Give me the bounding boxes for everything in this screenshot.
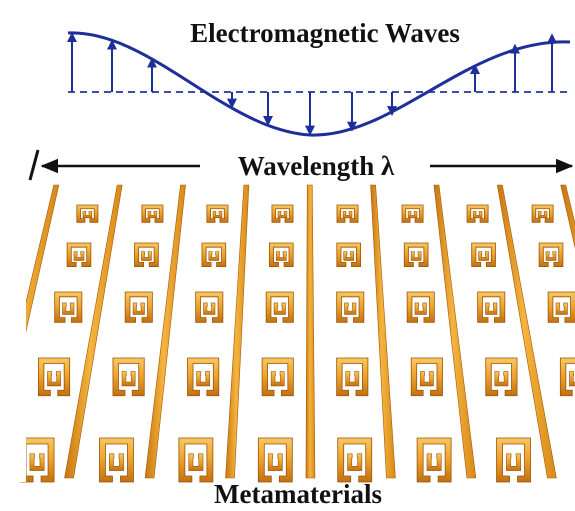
split-ring-resonator <box>416 437 452 483</box>
split-ring-resonator <box>336 242 362 267</box>
split-ring-resonator <box>559 357 575 397</box>
metamaterial-wire <box>370 184 396 479</box>
metamaterial-wire <box>496 184 557 479</box>
split-ring-resonator <box>496 437 531 483</box>
split-ring-resonator <box>477 291 506 323</box>
title: Electromagnetic Waves <box>190 18 460 48</box>
metamaterial-wire <box>433 184 477 479</box>
split-ring-resonator <box>337 437 373 483</box>
split-ring-resonator <box>531 204 554 223</box>
metamaterial-wire <box>64 184 123 479</box>
split-ring-resonator <box>485 357 518 397</box>
split-ring-resonator <box>66 242 92 267</box>
split-ring-resonator <box>336 357 369 397</box>
split-ring-resonator <box>265 291 294 323</box>
split-ring-resonator <box>547 291 575 323</box>
electromagnetic-wave <box>67 31 571 137</box>
split-ring-resonator <box>54 291 83 323</box>
wavelength-dimension: Wavelength λ <box>28 149 574 181</box>
split-ring-resonator <box>271 204 294 223</box>
split-ring-resonator <box>268 242 294 267</box>
metamaterial-wire <box>305 184 316 479</box>
metamaterial-wire <box>560 184 575 249</box>
split-ring-resonator <box>336 204 359 223</box>
split-ring-resonator <box>471 242 496 267</box>
edge-mask-left <box>0 182 26 482</box>
split-ring-resonator <box>141 204 164 223</box>
split-ring-resonator <box>112 357 145 397</box>
wave-curve <box>67 31 571 137</box>
split-ring-resonator <box>336 291 365 323</box>
metamaterial-wire <box>225 184 250 479</box>
split-ring-resonator <box>538 242 564 267</box>
split-ring-resonator <box>195 291 224 323</box>
wavelength-left-tick <box>28 149 40 181</box>
split-ring-resonator <box>134 242 159 267</box>
split-ring-resonator <box>261 357 294 397</box>
split-ring-resonator <box>410 357 443 397</box>
split-ring-resonator <box>206 204 229 223</box>
wave-field-arrows <box>67 32 557 136</box>
split-ring-resonator <box>403 242 429 267</box>
wavelength-label: Wavelength λ <box>238 151 395 181</box>
split-ring-resonator <box>76 204 99 223</box>
metamaterial-wire <box>144 184 186 479</box>
split-ring-resonator <box>466 204 489 223</box>
split-ring-resonator <box>401 204 424 223</box>
split-ring-resonator <box>124 291 153 323</box>
split-ring-resonator <box>201 242 227 267</box>
split-ring-resonator <box>37 357 71 397</box>
split-ring-resonator <box>187 357 220 397</box>
split-ring-resonator <box>178 437 214 483</box>
split-ring-resonator <box>257 437 293 483</box>
metamaterial-array <box>0 182 575 483</box>
split-ring-resonator <box>406 291 435 323</box>
split-ring-resonator <box>99 437 134 483</box>
bottom-label: Metamaterials <box>214 479 382 509</box>
